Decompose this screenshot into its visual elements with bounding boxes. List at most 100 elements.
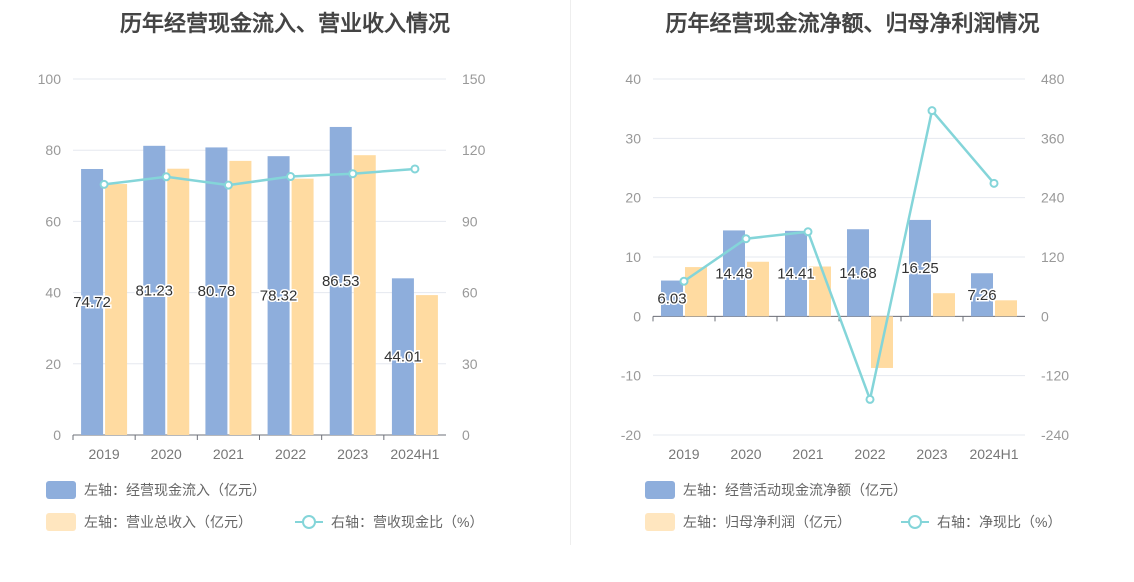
bar-primary: [661, 280, 683, 317]
ratio-line: [103, 167, 416, 187]
ratio-point: [989, 178, 999, 188]
bar-primary: [205, 147, 228, 435]
legend-label: 右轴：净现比（%）: [937, 514, 1062, 530]
data-label: 86.53: [322, 273, 360, 290]
ratio-point: [410, 164, 420, 174]
y-tick-right: -240: [1041, 427, 1069, 443]
x-tick-label: 2020: [151, 446, 182, 462]
y-tick-left: 30: [625, 130, 641, 146]
legend-label: 右轴：营收现金比（%）: [331, 514, 484, 530]
x-tick-label: 2019: [89, 446, 120, 462]
bar-primary: [329, 126, 352, 436]
data-label: 81.23: [135, 282, 173, 299]
data-label: 6.03: [657, 290, 686, 307]
bar-primary: [391, 278, 414, 435]
y-tick-right: 480: [1041, 71, 1065, 87]
x-tick-label: 2024H1: [969, 446, 1018, 462]
x-tick-label: 2023: [337, 446, 368, 462]
panel-divider: [570, 0, 571, 545]
left-chart-plot: 0 0 20 30 40 60 60 90 80 120 100 150 2019 2020 2021 202…: [38, 71, 486, 462]
y-tick-right: 60: [462, 285, 478, 301]
y-tick-left: 0: [53, 427, 61, 443]
x-tick-label: 2021: [213, 446, 244, 462]
chart-title: 历年经营现金流入、营业收入情况: [119, 11, 450, 36]
y-tick-right: 0: [462, 427, 470, 443]
y-tick-left: 0: [633, 308, 641, 324]
data-label: 44.01: [384, 349, 422, 366]
y-tick-right: 360: [1041, 130, 1065, 146]
bar-primary: [785, 230, 807, 317]
legend-swatch-blue: [645, 481, 675, 499]
data-label: 74.72: [73, 294, 111, 311]
data-label: 16.25: [901, 260, 939, 277]
y-tick-left: 20: [625, 190, 641, 206]
bar-primary: [971, 273, 993, 317]
y-tick-right: 90: [462, 213, 478, 229]
y-tick-right: 0: [1041, 308, 1049, 324]
bar-secondary: [291, 178, 314, 435]
y-tick-left: 100: [38, 71, 62, 87]
y-tick-left: -10: [621, 368, 641, 384]
data-label: 7.26: [967, 287, 996, 304]
x-tick-label: 2019: [668, 446, 699, 462]
x-tick-label: 2023: [916, 446, 947, 462]
legend-item-net-profit[interactable]: 左轴：归母净利润（亿元）: [645, 512, 851, 532]
y-tick-right: 240: [1041, 190, 1065, 206]
bar-primary: [909, 219, 931, 317]
legend-item-net-cash-flow[interactable]: 左轴：经营活动现金流净额（亿元）: [645, 480, 907, 500]
bar-secondary: [685, 267, 707, 317]
legend-swatch-orange: [46, 513, 76, 531]
bar-primary: [847, 229, 869, 317]
bar-secondary: [353, 155, 376, 435]
legend-label: 左轴：营业总收入（亿元）: [84, 514, 252, 530]
bar-secondary: [415, 295, 438, 435]
data-label: 80.78: [198, 283, 236, 300]
y-tick-left: 10: [625, 249, 641, 265]
legend-label: 左轴：归母净利润（亿元）: [683, 514, 851, 530]
data-label: 14.41: [777, 266, 815, 283]
y-tick-right: 120: [462, 142, 486, 158]
legend-item-ratio[interactable]: 右轴：营收现金比（%）: [295, 512, 483, 532]
bar-primary: [81, 168, 104, 435]
ratio-line: [683, 107, 995, 404]
y-tick-left: 40: [45, 285, 61, 301]
ratio-point: [223, 180, 233, 190]
bar-secondary: [105, 184, 128, 435]
data-label: 14.48: [715, 265, 753, 282]
ratio-point: [865, 394, 875, 404]
legend-item-revenue[interactable]: 左轴：营业总收入（亿元）: [46, 512, 252, 532]
y-tick-left: 80: [45, 142, 61, 158]
left-chart-panel: 历年经营现金流入、营业收入情况 0 0 20 30 40 60 60 90 80 120 100 15…: [38, 11, 486, 532]
y-tick-left: 20: [45, 356, 61, 372]
bar-secondary: [933, 293, 955, 317]
x-tick-label: 2024H1: [390, 446, 439, 462]
x-tick-label: 2022: [275, 446, 306, 462]
y-tick-left: 60: [45, 213, 61, 229]
y-tick-right: 120: [1041, 249, 1065, 265]
y-tick-right: -120: [1041, 368, 1069, 384]
right-chart-plot: -20 -240 -10 -120 0 0 10 120 20 240 30 360 40 480 2019…: [621, 71, 1069, 462]
legend-item-net-cash-ratio[interactable]: 右轴：净现比（%）: [901, 512, 1061, 532]
ratio-point: [99, 179, 109, 189]
legend-line-circle-icon: [901, 513, 929, 531]
legend-label: 左轴：经营现金流入（亿元）: [84, 482, 266, 498]
ratio-point: [286, 172, 296, 182]
y-tick-left: -20: [621, 427, 641, 443]
x-tick-label: 2022: [854, 446, 885, 462]
legend-item-cash-inflow[interactable]: 左轴：经营现金流入（亿元）: [46, 480, 266, 500]
legend-label: 左轴：经营活动现金流净额（亿元）: [683, 482, 907, 498]
bar-primary: [267, 156, 290, 436]
data-label: 78.32: [260, 288, 298, 305]
bar-secondary: [995, 300, 1017, 317]
data-label: 14.68: [839, 265, 877, 282]
right-chart-panel: 历年经营现金流净额、归母净利润情况 -20 -240 -10 -120 0 0 10 120 2…: [571, 0, 1134, 582]
y-tick-right: 150: [462, 71, 486, 87]
ratio-point: [803, 227, 813, 237]
bar-primary: [143, 145, 166, 435]
ratio-point: [348, 169, 358, 179]
ratio-point: [741, 234, 751, 244]
legend-swatch-blue: [46, 481, 76, 499]
x-tick-label: 2020: [730, 446, 761, 462]
y-tick-left: 40: [625, 71, 641, 87]
bar-secondary: [747, 261, 769, 317]
